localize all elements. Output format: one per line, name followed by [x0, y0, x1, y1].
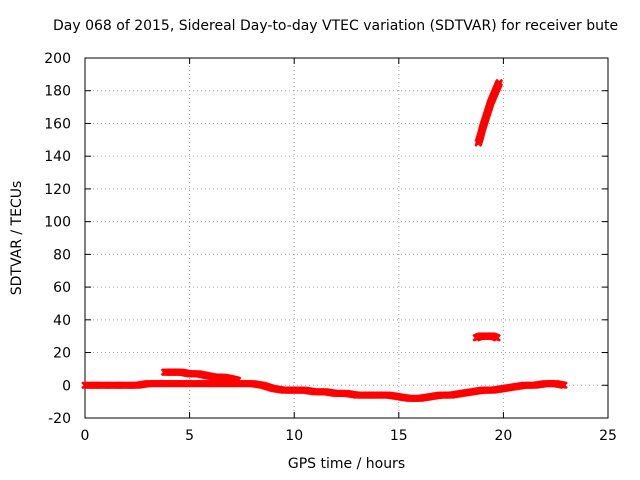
y-tick-label: 180: [44, 84, 71, 100]
x-tick-label: 15: [390, 428, 408, 444]
plot-frame: [84, 57, 609, 419]
data-point: [495, 78, 503, 87]
x-tick-label: 25: [599, 428, 617, 444]
y-tick-label: 40: [53, 313, 71, 329]
x-tick-label: 20: [494, 428, 512, 444]
chart-title: Day 068 of 2015, Sidereal Day-to-day VTE…: [53, 18, 619, 34]
y-tick-label: 160: [44, 116, 71, 132]
y-tick-label: 120: [44, 182, 71, 198]
y-tick-label: 200: [44, 51, 71, 67]
x-tick-label: 0: [81, 428, 90, 444]
data-series: [474, 78, 503, 147]
y-tick-label: 0: [62, 378, 71, 394]
x-tick-label: 10: [285, 428, 303, 444]
data-series: [160, 368, 242, 385]
x-axis-label: GPS time / hours: [287, 456, 406, 472]
y-tick-label: 100: [44, 215, 71, 231]
data-series: [81, 379, 568, 403]
axis-ticks: 0 5 10 15 20 25 -20 0 20 40 60 80 100 120 140 160 180 200: [44, 51, 617, 444]
data-point: [233, 376, 242, 385]
y-tick-label: 140: [44, 149, 71, 165]
y-tick-label: 60: [53, 280, 71, 296]
data-series: [472, 332, 501, 342]
data-point: [493, 334, 501, 342]
data-points: [81, 78, 568, 403]
grid-lines: [85, 58, 608, 418]
x-tick-label: 5: [185, 428, 194, 444]
y-tick-label: 80: [53, 247, 71, 263]
data-point: [560, 381, 568, 390]
y-tick-label: -20: [48, 411, 71, 427]
y-tick-label: 20: [53, 346, 71, 362]
